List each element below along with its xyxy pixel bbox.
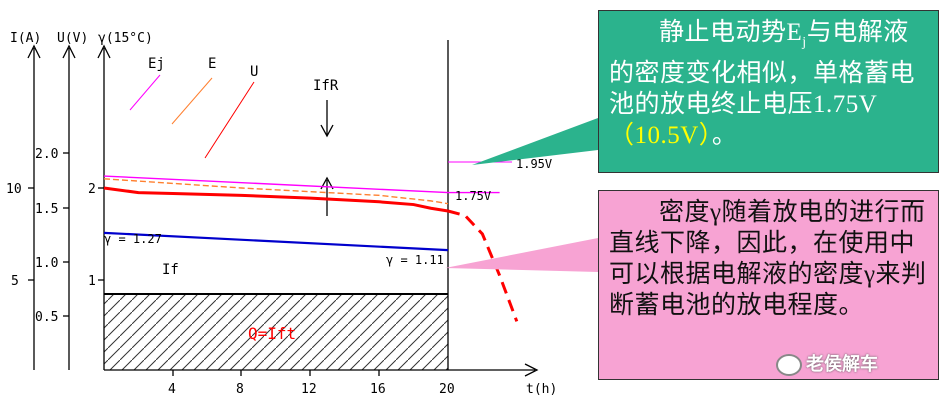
watermark: 老侯解车 <box>776 350 878 376</box>
label-v175: 1.75V <box>455 189 491 203</box>
current-tick-10: 10 <box>6 182 22 197</box>
time-tick-12: 12 <box>301 382 317 397</box>
density-note-text: 密度γ随着放电的进行而直线下降，因此，在使用中可以根据电解液的密度γ来判断蓄电池… <box>609 199 927 319</box>
density-note-box: 密度γ随着放电的进行而直线下降，因此，在使用中可以根据电解液的密度γ来判断蓄电池… <box>598 190 939 380</box>
current-axis-label: I(A) <box>10 31 41 46</box>
ej-callout <box>129 74 161 111</box>
voltage-tick-1: 1 <box>88 274 96 289</box>
time-tick-20: 20 <box>439 382 455 397</box>
label-ej: Ej <box>148 56 165 72</box>
series-e-line <box>103 178 449 205</box>
e-callout <box>171 77 213 125</box>
label-e: E <box>208 56 216 72</box>
green-box-pointer <box>472 118 598 165</box>
label-g127: γ = 1.27 <box>104 232 162 246</box>
series-layer <box>103 175 519 322</box>
pink-box-pointer <box>445 238 598 272</box>
time-tick-16: 16 <box>370 382 386 397</box>
density-tick-1.5: 1.5 <box>35 202 58 217</box>
label-g111: γ = 1.11 <box>386 253 444 267</box>
density-axis-label: γ(15°C) <box>98 31 153 46</box>
density-tick-0.5: 0.5 <box>35 310 58 325</box>
label-u: U <box>250 64 258 80</box>
axes <box>27 40 539 377</box>
current-tick-5: 5 <box>11 274 19 289</box>
label-if: If <box>162 262 179 278</box>
voltage-note-box: 静止电动势Ej与电解液的密度变化相似，单格蓄电池的放电终止电压1.75V（10.… <box>598 10 939 173</box>
density-tick-1.0: 1.0 <box>35 256 58 271</box>
time-tick-8: 8 <box>236 382 244 397</box>
wechat-icon <box>776 354 802 376</box>
label-v195: 1.95V <box>516 157 552 171</box>
series-ej-line <box>103 175 500 194</box>
voltage-axis-label: U(V) <box>57 31 88 46</box>
charge-area <box>104 294 448 370</box>
u-callout <box>204 81 255 159</box>
voltage-tick-2: 2 <box>88 182 96 197</box>
series-u-extension-line <box>447 209 519 322</box>
density-tick-2.0: 2.0 <box>35 147 58 162</box>
time-axis-label: t(h) <box>526 382 557 397</box>
voltage-note-text: 静止电动势Ej与电解液的密度变化相似，单格蓄电池的放电终止电压1.75V（10.… <box>609 19 916 149</box>
series-u-line <box>103 186 449 213</box>
label-q: Q=Ift <box>248 324 296 343</box>
label-ifr: IfR <box>313 78 339 94</box>
time-tick-4: 4 <box>168 382 176 397</box>
series-density-line <box>103 231 449 252</box>
